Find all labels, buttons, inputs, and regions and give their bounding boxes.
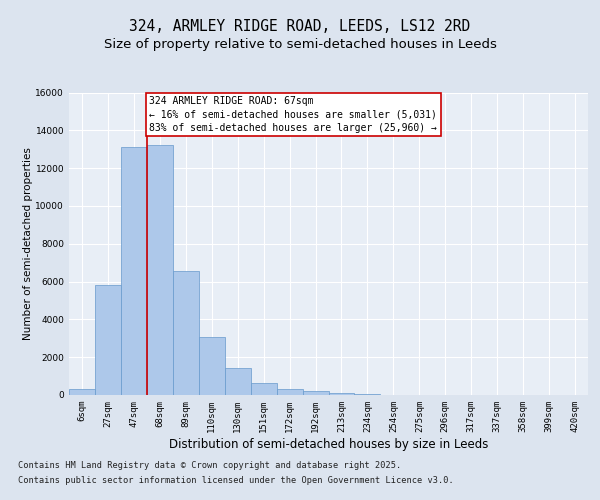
Bar <box>251 382 277 395</box>
Bar <box>199 338 224 395</box>
Bar <box>329 393 355 395</box>
Bar <box>69 390 95 395</box>
Bar <box>147 146 173 395</box>
Bar <box>277 390 302 395</box>
Bar <box>95 286 121 395</box>
Bar <box>225 368 251 395</box>
Bar <box>121 148 147 395</box>
Text: 324, ARMLEY RIDGE ROAD, LEEDS, LS12 2RD: 324, ARMLEY RIDGE ROAD, LEEDS, LS12 2RD <box>130 19 470 34</box>
Y-axis label: Number of semi-detached properties: Number of semi-detached properties <box>23 148 32 340</box>
Bar <box>173 271 199 395</box>
X-axis label: Distribution of semi-detached houses by size in Leeds: Distribution of semi-detached houses by … <box>169 438 488 450</box>
Text: Contains public sector information licensed under the Open Government Licence v3: Contains public sector information licen… <box>18 476 454 485</box>
Text: 324 ARMLEY RIDGE ROAD: 67sqm
← 16% of semi-detached houses are smaller (5,031)
8: 324 ARMLEY RIDGE ROAD: 67sqm ← 16% of se… <box>149 96 437 132</box>
Bar <box>355 394 380 395</box>
Text: Contains HM Land Registry data © Crown copyright and database right 2025.: Contains HM Land Registry data © Crown c… <box>18 462 401 470</box>
Text: Size of property relative to semi-detached houses in Leeds: Size of property relative to semi-detach… <box>104 38 496 51</box>
Bar <box>302 391 329 395</box>
